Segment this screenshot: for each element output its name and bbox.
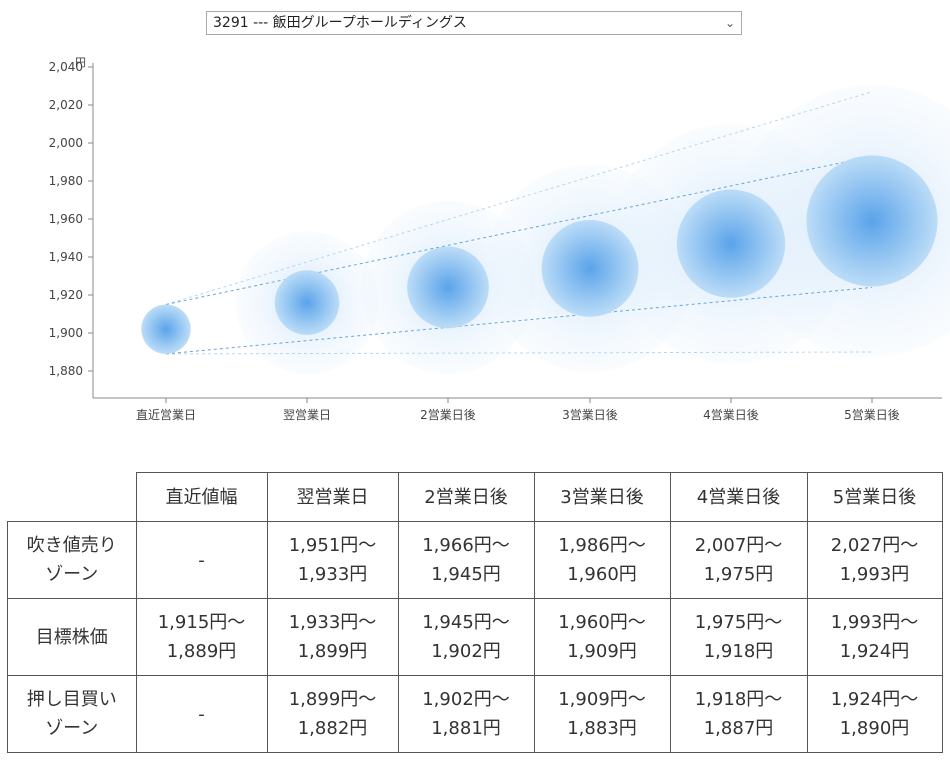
y-tick-label: 1,900 — [49, 326, 83, 340]
target-range-bubble — [541, 219, 639, 317]
target-range-bubble — [676, 189, 786, 298]
table-row-target: 目標株価 1,915円～ 1,889円 1,933円～ 1,899円 1,945円～… — [7, 598, 943, 676]
table-cell: 1,975円～ 1,918円 — [669, 598, 808, 676]
outer-upper-line — [165, 91, 873, 305]
row-label: 押し目買い ゾーン — [7, 675, 137, 753]
table-cell: 1,960円～ 1,909円 — [533, 598, 671, 676]
col-header: 翌営業日 — [266, 472, 399, 522]
table-cell: 1,993円～ 1,924円 — [806, 598, 943, 676]
x-tick-label: 翌営業日 — [283, 408, 331, 422]
table-cell: 1,902円～ 1,881円 — [397, 675, 535, 753]
y-tick-label: 2,020 — [49, 98, 83, 112]
col-header: 2営業日後 — [397, 472, 535, 522]
y-tick-label: 1,880 — [49, 364, 83, 378]
y-tick-label: 1,960 — [49, 212, 83, 226]
y-tick-label: 2,000 — [49, 136, 83, 150]
y-tick-label: 1,980 — [49, 174, 83, 188]
table-row-buy-zone: 押し目買い ゾーン - 1,899円～ 1,882円 1,902円～ 1,881円 1… — [7, 675, 943, 753]
y-tick-label: 1,940 — [49, 250, 83, 264]
target-range-bubble — [407, 246, 489, 329]
table-cell: - — [135, 675, 268, 753]
corner-cell — [7, 472, 137, 522]
price-zone-table: 直近値幅 翌営業日 2営業日後 3営業日後 4営業日後 5営業日後 吹き値売りゾ… — [7, 472, 943, 753]
target-range-bubble — [141, 304, 191, 354]
y-tick-label: 1,920 — [49, 288, 83, 302]
x-tick-label: 3営業日後 — [562, 408, 618, 422]
table-cell: 1,986円～ 1,960円 — [533, 521, 671, 599]
row-label: 吹き値売り ゾーン — [7, 521, 137, 599]
table-cell: 1,924円～ 1,890円 — [806, 675, 943, 753]
stock-selector-value: 3291 --- 飯田グループホールディングス — [213, 15, 467, 31]
table-cell: 1,899円～ 1,882円 — [266, 675, 399, 753]
x-tick-label: 4営業日後 — [703, 408, 759, 422]
price-forecast-chart: 円 1,880 1,900 1,920 1,940 1,960 1,980 2,000 2,02… — [49, 56, 950, 422]
y-tick-label: 2,040 — [49, 60, 83, 74]
stock-selector[interactable]: 3291 --- 飯田グループホールディングス ⌄ — [206, 11, 742, 35]
col-header: 4営業日後 — [669, 472, 808, 522]
x-tick-label: 5営業日後 — [844, 408, 900, 422]
table-cell: 1,915円～ 1,889円 — [135, 598, 268, 676]
table-cell: 2,007円～ 1,975円 — [669, 521, 808, 599]
table-cell: 2,027円～ 1,993円 — [806, 521, 943, 599]
table-cell: 1,945円～ 1,902円 — [397, 598, 535, 676]
table-row-sell-zone: 吹き値売り ゾーン - 1,951円～ 1,933円 1,966円～ 1,945円 1… — [7, 521, 943, 599]
col-header: 5営業日後 — [806, 472, 943, 522]
chevron-down-icon: ⌄ — [724, 16, 735, 30]
outer-lower-line — [165, 351, 873, 355]
col-header: 直近値幅 — [135, 472, 268, 522]
table-cell: 1,909円～ 1,883円 — [533, 675, 671, 753]
target-range-bubble — [274, 270, 340, 335]
table-cell: 1,918円～ 1,887円 — [669, 675, 808, 753]
x-tick-label: 2営業日後 — [420, 408, 476, 422]
table-cell: 1,933円～ 1,899円 — [266, 598, 399, 676]
y-unit-label: 円 — [75, 56, 86, 69]
target-upper-line — [165, 155, 873, 305]
table-cell: - — [135, 521, 268, 599]
target-lower-line — [165, 286, 873, 355]
x-tick-label: 直近営業日 — [136, 408, 196, 422]
col-header: 3営業日後 — [533, 472, 671, 522]
row-label: 目標株価 — [7, 598, 137, 676]
target-range-bubble — [806, 155, 938, 287]
table-cell: 1,966円～ 1,945円 — [397, 521, 535, 599]
table-cell: 1,951円～ 1,933円 — [266, 521, 399, 599]
